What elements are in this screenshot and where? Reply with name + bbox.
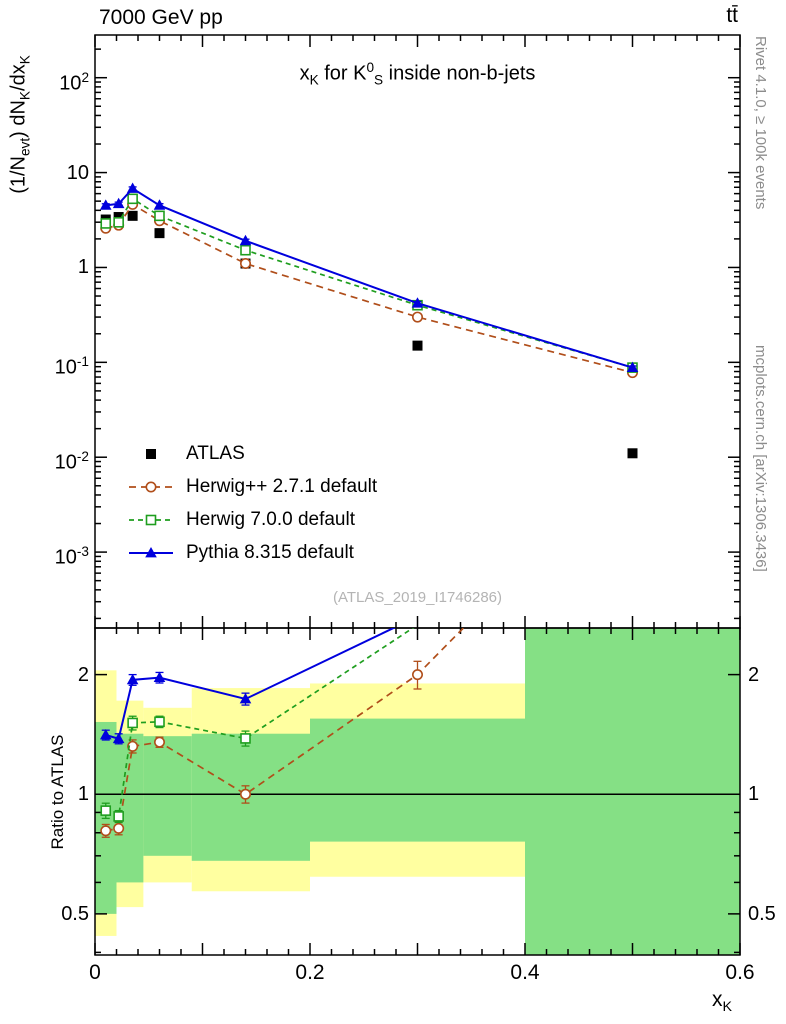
legend-marker-herwigpp-icon bbox=[129, 481, 173, 493]
legend-marker-herwig7-icon bbox=[129, 514, 173, 526]
legend-marker-atlas-icon bbox=[146, 449, 156, 459]
process-label: tt̄ bbox=[726, 4, 738, 27]
ratio-series bbox=[99, 628, 465, 838]
legend: ATLAS Herwig++ 2.7.1 default Herwig 7.0.… bbox=[128, 441, 377, 566]
rivet-version-note: Rivet 4.1.0, ≥ 100k events bbox=[752, 36, 769, 210]
legend-item-atlas: ATLAS bbox=[128, 441, 377, 467]
legend-marker-pythia-icon bbox=[129, 547, 173, 558]
ratio-series-pythia-8-315-default bbox=[99, 628, 396, 745]
main-series bbox=[99, 182, 639, 459]
legend-label-herwig7: Herwig 7.0.0 default bbox=[186, 509, 355, 530]
ratio-uncertainty-bands bbox=[95, 628, 740, 955]
legend-item-herwigpp: Herwig++ 2.7.1 default bbox=[128, 474, 377, 500]
analysis-id-watermark: (ATLAS_2019_I1746286) bbox=[332, 589, 502, 606]
legend-item-pythia: Pythia 8.315 default bbox=[128, 540, 377, 566]
legend-label-herwigpp: Herwig++ 2.7.1 default bbox=[186, 476, 378, 497]
ratio-series-herwig-7-0-0-default bbox=[100, 628, 415, 824]
mcplots-reference-note: mcplots.cern.ch [arXiv:1306.3436] bbox=[752, 345, 769, 572]
legend-item-herwig7: Herwig 7.0.0 default bbox=[128, 507, 377, 533]
series-atlas bbox=[100, 210, 638, 459]
axes bbox=[94, 34, 741, 956]
legend-label-pythia: Pythia 8.315 default bbox=[186, 542, 354, 563]
legend-label-atlas: ATLAS bbox=[186, 443, 245, 464]
plot-title: xK for K0S inside non-b-jets bbox=[299, 60, 536, 88]
ratio-y-axis-label: Ratio to ATLAS bbox=[48, 734, 67, 850]
beam-energy-label: 7000 GeV pp bbox=[99, 6, 223, 29]
series-pythia-8-315-default bbox=[99, 182, 639, 373]
x-axis-label: xK bbox=[712, 988, 733, 1016]
main-y-axis-label: (1/Nevt) dNK/dxK bbox=[7, 55, 33, 194]
series-herwig-2-7-1-default bbox=[100, 198, 638, 379]
